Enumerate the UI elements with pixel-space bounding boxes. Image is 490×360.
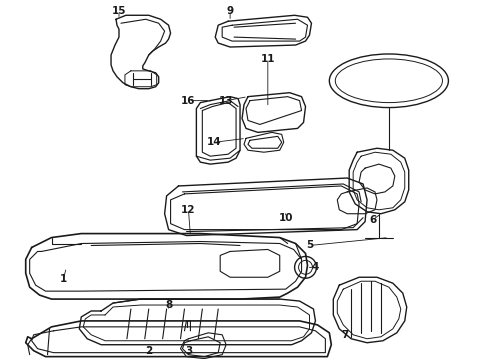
Text: 3: 3 [185, 346, 192, 356]
Text: 4: 4 [312, 262, 319, 272]
Text: 5: 5 [306, 240, 313, 251]
Text: 14: 14 [207, 137, 221, 147]
Text: 11: 11 [261, 54, 275, 64]
Text: 1: 1 [60, 274, 67, 284]
Text: 9: 9 [226, 6, 234, 16]
Text: 12: 12 [181, 205, 196, 215]
Text: 10: 10 [278, 213, 293, 223]
Text: 15: 15 [112, 6, 126, 16]
Text: 2: 2 [145, 346, 152, 356]
Text: 7: 7 [342, 330, 349, 340]
Text: 6: 6 [369, 215, 377, 225]
Text: 8: 8 [165, 300, 172, 310]
Text: 16: 16 [181, 96, 196, 105]
Text: 13: 13 [219, 96, 233, 105]
